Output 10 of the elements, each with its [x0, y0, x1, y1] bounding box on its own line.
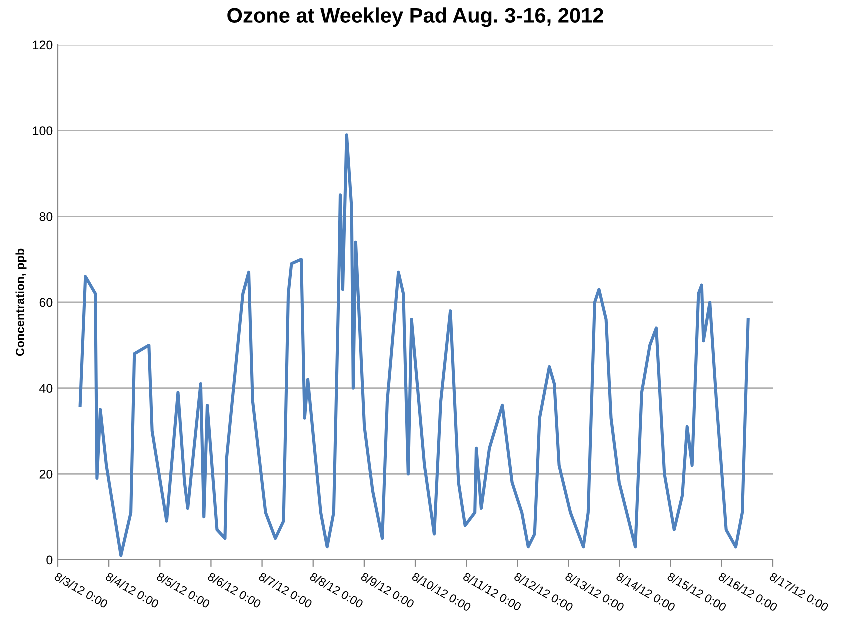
y-tick-label: 60 — [40, 298, 53, 308]
y-tick-label: 100 — [33, 126, 53, 136]
chart-title: Ozone at Weekley Pad Aug. 3-16, 2012 — [228, 8, 604, 28]
y-tick-label: 0 — [46, 556, 53, 565]
y-tick-label: 120 — [33, 40, 53, 50]
line-series — [78, 134, 750, 558]
y-tick-label: 40 — [40, 384, 53, 393]
y-tick-label: 20 — [40, 470, 53, 479]
y-tick-label: 80 — [40, 212, 53, 222]
y-axis-title: Concentration, ppb — [16, 248, 27, 356]
